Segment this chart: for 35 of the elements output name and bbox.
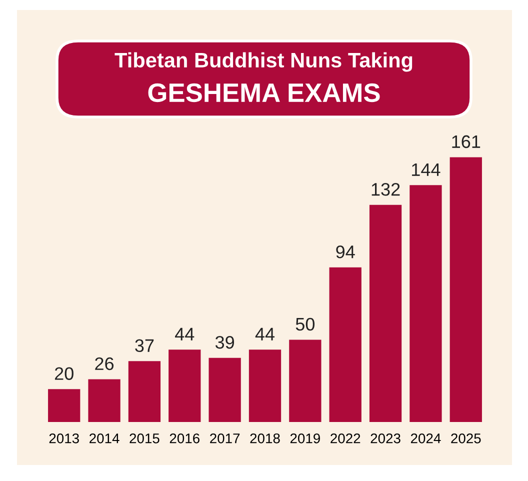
data-label: 94 <box>336 245 355 258</box>
data-label: 50 <box>296 318 315 331</box>
bar <box>248 350 282 422</box>
data-label: 44 <box>255 328 275 340</box>
bar <box>168 350 201 422</box>
bar <box>48 389 80 422</box>
bar <box>450 157 482 422</box>
x-tick-label: 2023 <box>370 433 400 444</box>
x-tick-label: 2016 <box>170 433 200 444</box>
bar <box>208 358 241 422</box>
x-tick-label: 2019 <box>290 433 320 444</box>
data-label: 39 <box>215 336 234 349</box>
x-tick-label: 2013 <box>49 433 79 444</box>
x-tick-label: 2025 <box>451 433 481 444</box>
bar <box>410 185 442 422</box>
data-label: 144 <box>412 163 440 176</box>
data-label: 44 <box>175 328 194 340</box>
data-label: 132 <box>372 182 400 196</box>
bar <box>128 361 161 422</box>
bar <box>329 267 362 422</box>
bar <box>289 340 322 422</box>
bar <box>88 379 120 422</box>
x-tick-label: 2014 <box>90 433 120 444</box>
x-tick-label: 2018 <box>250 433 280 444</box>
chart-title: Tibetan Buddhist Nuns Taking <box>114 52 412 72</box>
x-tick-label: 2015 <box>130 433 160 444</box>
bar <box>369 204 402 422</box>
x-tick-label: 2017 <box>210 433 240 444</box>
data-label: 37 <box>135 339 154 352</box>
data-label: 161 <box>452 135 480 148</box>
x-tick-label: 2022 <box>330 433 360 444</box>
data-label: 26 <box>95 357 114 370</box>
x-tick-label: 2024 <box>410 433 441 444</box>
chart-subtitle: GESHEMA EXAMS <box>148 83 380 102</box>
data-label: 20 <box>54 367 74 380</box>
